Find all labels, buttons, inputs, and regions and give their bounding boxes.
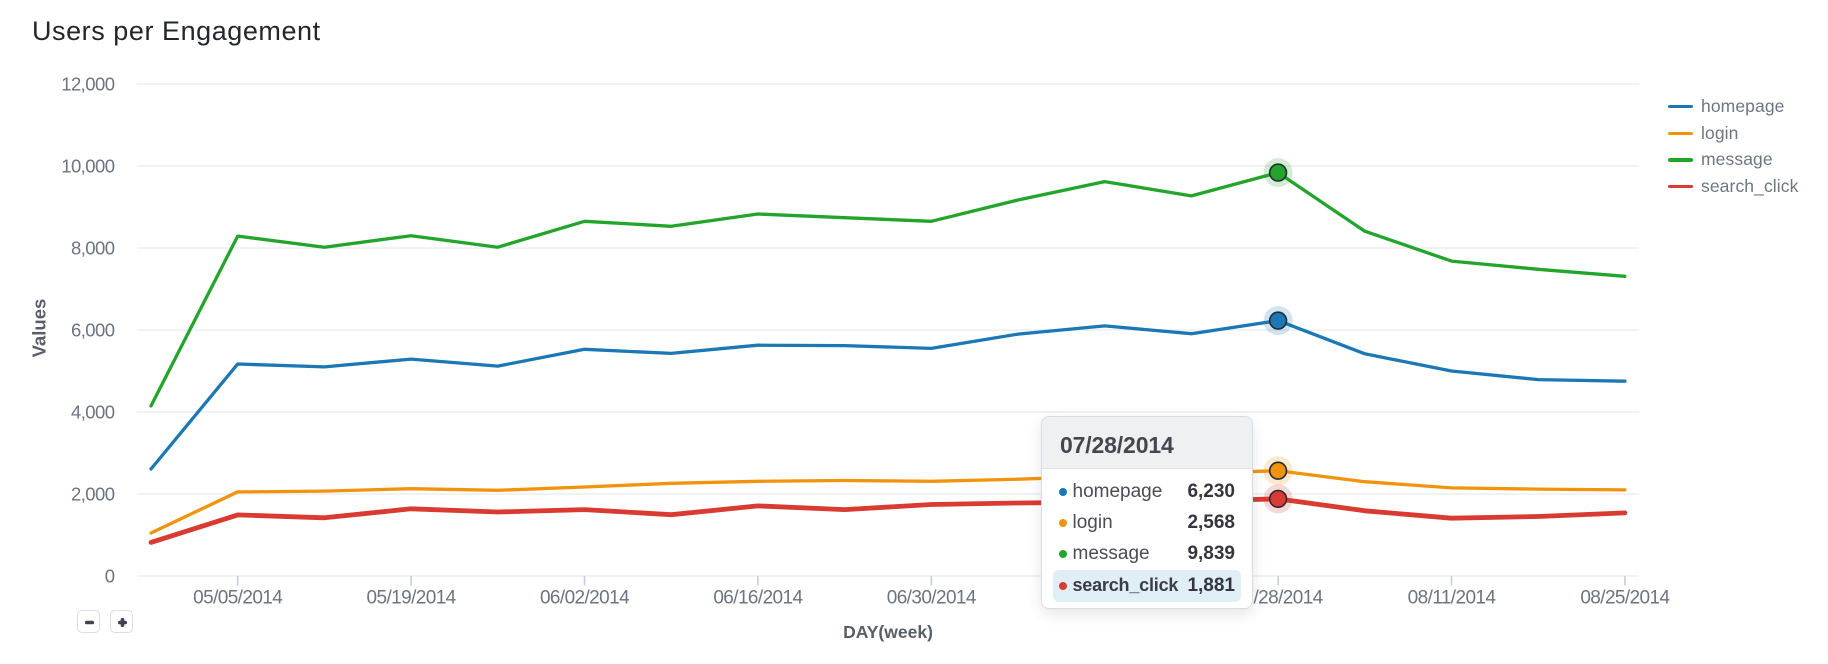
svg-text:05/19/2014: 05/19/2014 xyxy=(367,588,457,609)
svg-text:6,000: 6,000 xyxy=(71,320,115,341)
svg-text:10,000: 10,000 xyxy=(61,156,115,177)
svg-text:08/11/2014: 08/11/2014 xyxy=(1408,588,1497,609)
svg-text:Values: Values xyxy=(29,299,50,358)
svg-text:DAY(week): DAY(week) xyxy=(843,622,933,642)
svg-text:0: 0 xyxy=(105,566,115,587)
svg-text:4,000: 4,000 xyxy=(71,402,115,423)
svg-text:8,000: 8,000 xyxy=(71,238,115,259)
svg-text:06/16/2014: 06/16/2014 xyxy=(713,588,803,609)
svg-text:06/02/2014: 06/02/2014 xyxy=(540,588,630,609)
svg-text:05/05/2014: 05/05/2014 xyxy=(193,588,283,609)
svg-text:2,000: 2,000 xyxy=(71,484,115,505)
svg-text:07/28/2014: 07/28/2014 xyxy=(1234,588,1324,609)
svg-text:12,000: 12,000 xyxy=(61,74,115,95)
svg-text:08/25/2014: 08/25/2014 xyxy=(1580,588,1670,609)
svg-text:06/30/2014: 06/30/2014 xyxy=(887,588,977,609)
